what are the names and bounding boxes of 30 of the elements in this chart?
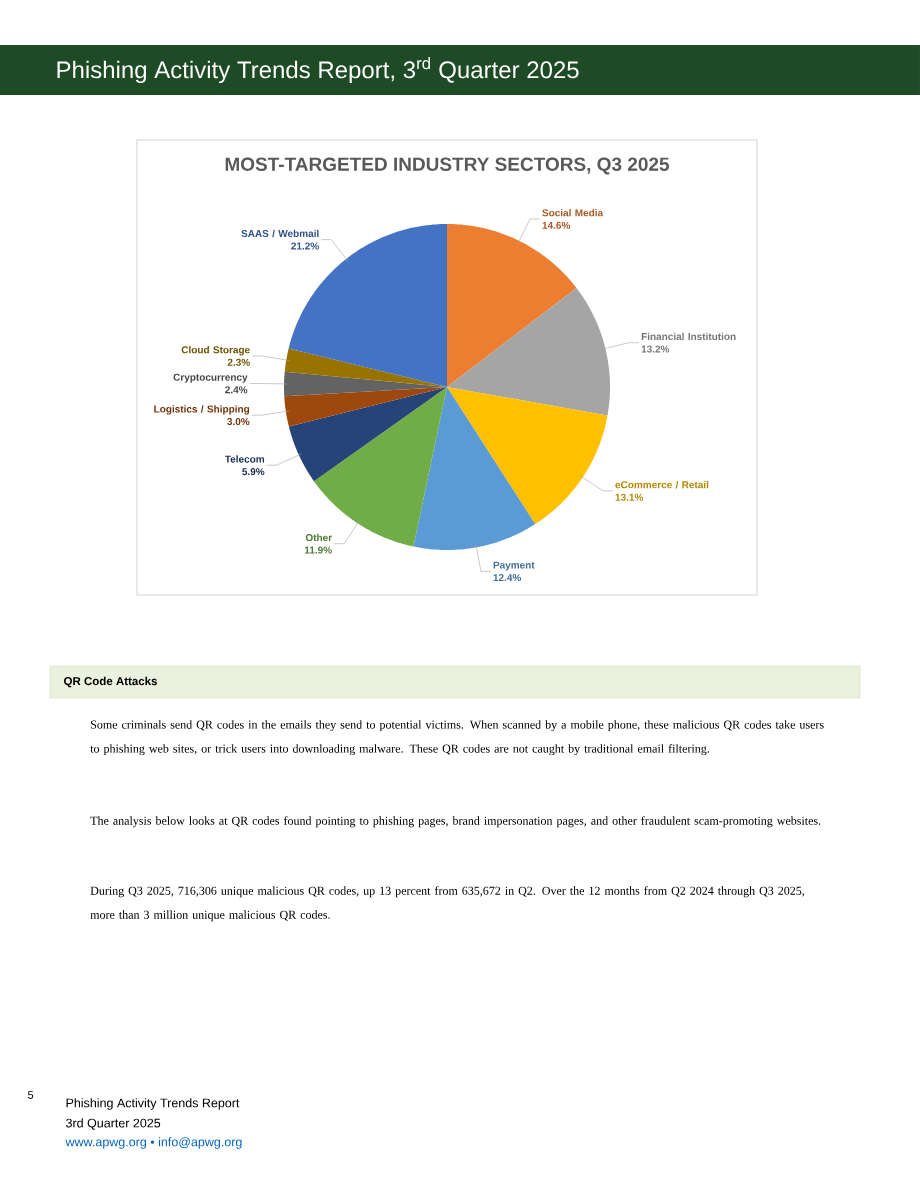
slice-label: Other — [305, 533, 332, 542]
slice-label: Telecom — [224, 455, 265, 463]
slice-label: eCommerce / Retail — [615, 480, 709, 489]
text: www.apwg.org • info@apwg.org — [65, 1137, 242, 1149]
slice-label: Cloud Storage — [181, 346, 250, 356]
text: Some criminals send QR codes in the emails they send to potential victims. When scanned by a mobile phone, these malicious QR codes take users to phishing web sites, or trick users into downloading malware. These QR codes are not caught by traditional email filtering. — [90, 720, 824, 756]
data-label: 13.1% — [615, 493, 644, 501]
data-label: 13.2% — [641, 345, 670, 353]
slice-label: SAAS / Webmail — [241, 229, 319, 238]
text: During Q3 2025, 716,306 unique malicious QR codes, up 13 percent from 635,672 in Q2. Over the 12 months from Q2 2024 through Q3 2025, more than 3 million unique malicious QR codes. — [90, 886, 805, 922]
data-label: 21.2% — [291, 242, 319, 250]
data-label: 12.4% — [493, 574, 522, 582]
data-label: 2.4% — [225, 386, 248, 394]
data-label: 11.9% — [304, 546, 332, 554]
text: The analysis below looks at QR codes found pointing to phishing pages, brand impersonation pages, and other fraudulent scam-promoting websites. — [90, 816, 821, 828]
slice-label: Cryptocurrency — [173, 373, 248, 383]
data-label: 14.6% — [542, 221, 571, 229]
slice-label: Logistics / Shipping — [154, 405, 250, 415]
slice-label: Financial Institution — [641, 332, 736, 341]
text: Phishing Activity Trends Report — [66, 1098, 240, 1110]
text: 3rd Quarter 2025 — [66, 1118, 161, 1130]
text: QR Code Attacks — [64, 676, 157, 688]
slice-label: Social Media — [542, 209, 604, 217]
slice-label: Payment — [493, 561, 535, 571]
chart-title: MOST-TARGETED INDUSTRY SECTORS, Q3 2025 — [225, 157, 670, 175]
text: 5 — [27, 1091, 34, 1099]
data-label: 5.9% — [242, 468, 265, 476]
data-label: 3.0% — [227, 418, 250, 426]
data-label: 2.3% — [227, 358, 250, 366]
text: Phishing Activity Trends Report, 3$^{rd}$ Quarter 2025 — [57, 56, 579, 84]
